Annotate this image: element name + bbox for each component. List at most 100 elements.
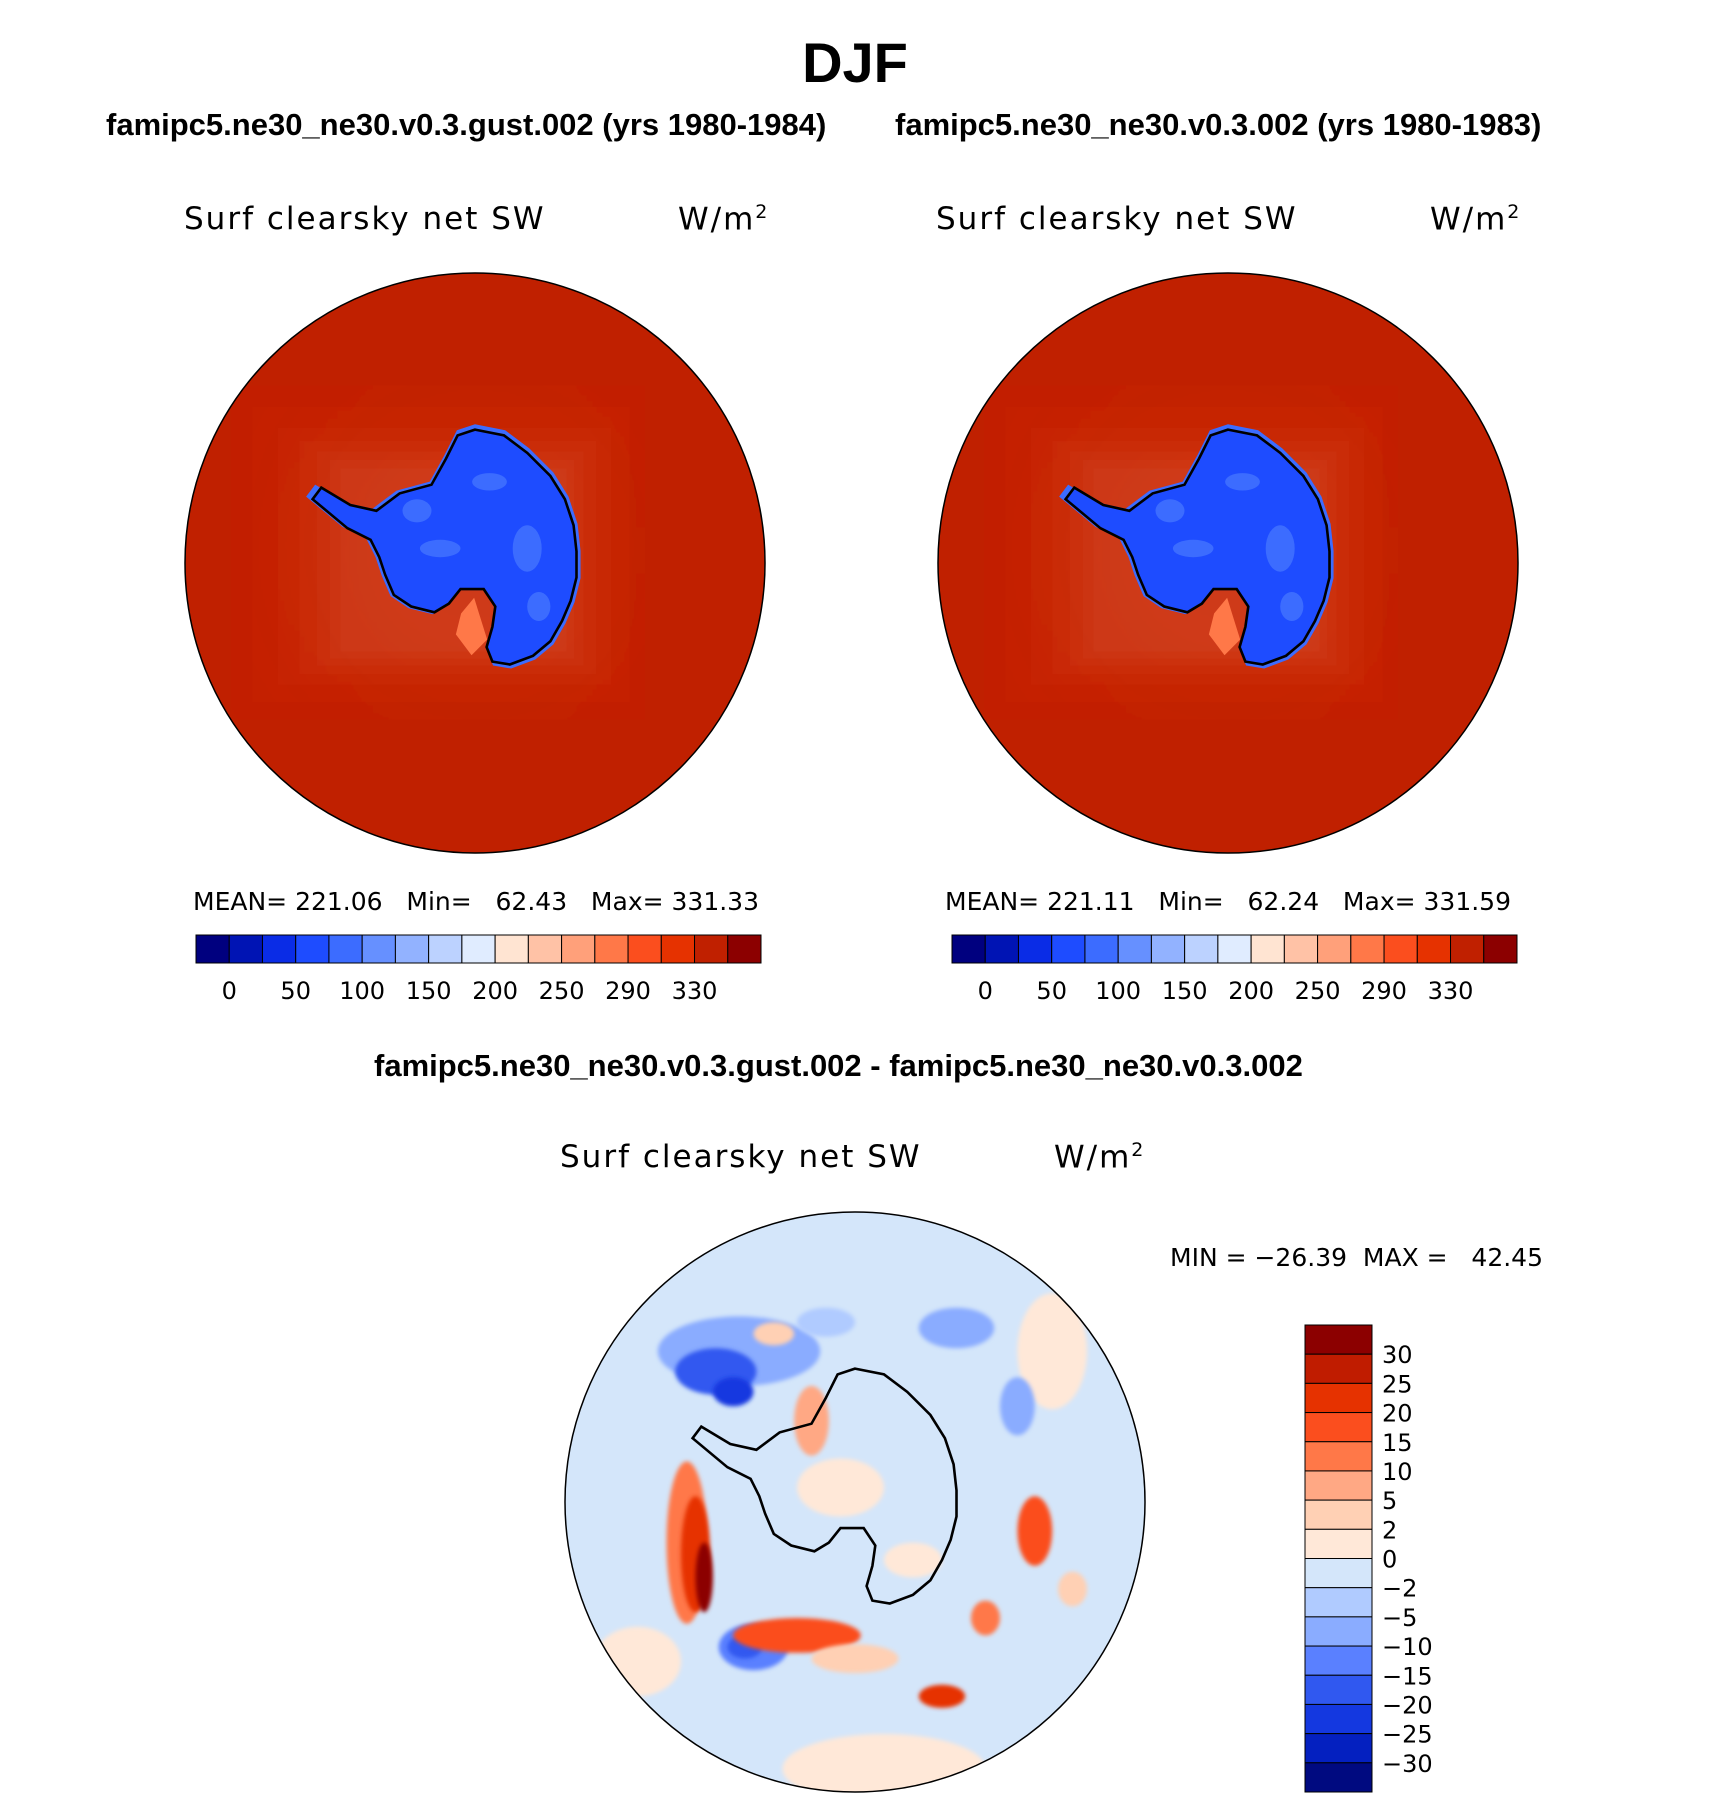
panel3-colorbar-tick-label: 10 — [1382, 1458, 1413, 1486]
panel3-colorbar-swatch — [1304, 1645, 1373, 1676]
panel1-colorbar-swatch — [594, 934, 629, 964]
panel3-anomaly-5 — [712, 1377, 754, 1407]
panel2-colorbar-tick-label: 100 — [1095, 977, 1141, 1005]
panel2-colorbar-tick-label: 250 — [1295, 977, 1341, 1005]
panel3-colorbar-swatch — [1304, 1324, 1373, 1355]
panel2-colorbar-swatch — [1383, 934, 1418, 964]
panel3-colorbar-swatch — [1304, 1616, 1373, 1647]
panel3-colorbar-tick-label: 30 — [1382, 1341, 1413, 1369]
panel3-colorbar-swatch — [1304, 1703, 1373, 1735]
panel2-colorbar-swatch — [1483, 934, 1518, 964]
panel1-colorbar-swatch — [394, 934, 430, 964]
panel3-colorbar-swatch — [1304, 1499, 1373, 1530]
panel3-colorbar-tick-label: 20 — [1382, 1400, 1413, 1428]
panel3-anomaly-2 — [594, 1626, 681, 1697]
panel2-colorbar-tick-label: 0 — [978, 977, 993, 1005]
panel2-plateau-3 — [1280, 592, 1304, 621]
panel2-colorbar-tick-label: 330 — [1428, 977, 1474, 1005]
panel1-stats: MEAN= 221.06 Min= 62.43 Max= 331.33 — [193, 887, 759, 916]
panel1-colorbar-swatch — [561, 934, 596, 964]
difference-title: famipc5.ne30_ne30.v0.3.gust.002 - famipc… — [374, 1048, 1303, 1083]
panel1-colorbar-swatch — [694, 934, 729, 964]
panel3-colorbar-swatch — [1304, 1528, 1373, 1559]
panel1-colorbar-swatch — [660, 934, 696, 964]
panel2-colorbar-tick-label: 150 — [1162, 977, 1208, 1005]
panel3-colorbar-tick-label: −30 — [1382, 1750, 1433, 1778]
panel1-colorbar-swatch — [195, 934, 230, 964]
panel1-colorbar-swatch — [361, 934, 396, 964]
panel3-colorbar-tick-label: 25 — [1382, 1370, 1413, 1398]
panel3-colorbar-swatch — [1304, 1674, 1373, 1705]
panel1-colorbar-swatch — [527, 934, 563, 964]
panel1-colorbar-swatch — [328, 934, 363, 964]
panel1-colorbar-swatch — [461, 934, 496, 964]
panel1-colorbar-swatch — [727, 934, 762, 964]
panel3-colorbar-tick-label: 2 — [1382, 1516, 1397, 1544]
panel3-colorbar-tick-label: 15 — [1382, 1429, 1413, 1457]
panel3-anomaly-22 — [753, 1322, 795, 1346]
panel3-anomaly-8 — [1000, 1377, 1035, 1436]
panel1-colorbar-tick-label: 250 — [539, 977, 585, 1005]
panel2-plateau-0 — [1225, 473, 1260, 491]
panel3-anomaly-17 — [1017, 1496, 1053, 1566]
panel3-anomaly-14 — [733, 1618, 861, 1653]
panel2-variable: Surf clearsky net SW — [936, 201, 1298, 237]
figure-title: DJF — [802, 31, 908, 94]
panel2-colorbar-swatch — [1084, 934, 1119, 964]
panel2-colorbar-swatch — [1416, 934, 1452, 964]
panel1-colorbar: 0 50 100 150 200 250 290 330 — [195, 934, 762, 1005]
panel2-stats: MEAN= 221.11 Min= 62.24 Max= 331.59 — [945, 887, 1511, 916]
panel3-colorbar-tick-label: −25 — [1382, 1721, 1433, 1749]
panel1-map — [184, 272, 766, 854]
panel3-colorbar-tick-label: −10 — [1382, 1633, 1433, 1661]
panel2-colorbar-swatch — [1350, 934, 1385, 964]
panel3-anomaly-16 — [918, 1684, 966, 1708]
panel3-colorbar-tick-label: −2 — [1382, 1575, 1417, 1603]
panel3-anomaly-19 — [794, 1386, 829, 1456]
panel3-anomaly-7 — [918, 1307, 995, 1349]
panel2-plateau-4 — [1155, 499, 1185, 523]
panel3-colorbar-tick-label: 5 — [1382, 1487, 1397, 1515]
panel3-colorbar-swatch — [1304, 1762, 1373, 1793]
panel2-colorbar-swatch — [1017, 934, 1053, 964]
panel1-colorbar-swatch — [627, 934, 662, 964]
control-case-title: famipc5.ne30_ne30.v0.3.002 (yrs 1980-198… — [895, 107, 1542, 142]
panel3-colorbar-swatch — [1304, 1382, 1373, 1414]
panel3-colorbar-swatch — [1304, 1470, 1373, 1501]
panel3-map-border — [564, 1211, 1146, 1793]
panel2-map — [937, 272, 1519, 854]
panel3-colorbar-swatch — [1304, 1733, 1373, 1764]
panel2-plateau-2 — [1172, 539, 1214, 558]
panel1-plateau-4 — [402, 499, 432, 523]
panel1-colorbar-tick-label: 330 — [672, 977, 718, 1005]
panel3-colorbar-tick-label: −15 — [1382, 1662, 1433, 1690]
panel3-anomaly-13 — [695, 1542, 713, 1613]
panel2-colorbar-tick-label: 290 — [1361, 977, 1407, 1005]
panel2-colorbar: 0 50 100 150 200 250 290 330 — [951, 934, 1518, 1005]
panel1-colorbar-tick-label: 290 — [605, 977, 651, 1005]
panel3-stats: MIN = −26.39 MAX = 42.45 — [1170, 1243, 1543, 1272]
panel1-colorbar-tick-label: 150 — [406, 977, 452, 1005]
panel3-colorbar-swatch — [1304, 1558, 1373, 1589]
panel1-colorbar-tick-label: 0 — [222, 977, 237, 1005]
panel2-colorbar-tick-label: 200 — [1228, 977, 1274, 1005]
panel2-colorbar-tick-label: 50 — [1036, 977, 1067, 1005]
panel1-colorbar-swatch — [494, 934, 529, 964]
panel1-colorbar-swatch — [428, 934, 463, 964]
panel1-units: W/m2 — [678, 201, 770, 238]
panel3-anomaly-21 — [884, 1542, 942, 1578]
panel1-colorbar-swatch — [261, 934, 297, 964]
panel2-colorbar-swatch — [1051, 934, 1086, 964]
panel3-anomaly-20 — [797, 1458, 884, 1517]
panel1-plateau-1 — [512, 525, 542, 572]
panel2-colorbar-swatch — [984, 934, 1019, 964]
panel1-colorbar-swatch — [228, 934, 263, 964]
panel3-anomaly-15 — [811, 1644, 899, 1674]
panel3-colorbar-swatch — [1304, 1587, 1373, 1618]
panel1-colorbar-swatch — [295, 934, 330, 964]
panel2-plateau-1 — [1265, 525, 1295, 572]
panel1-plateau-0 — [472, 473, 507, 491]
panel3-colorbar-swatch — [1304, 1353, 1373, 1384]
panel2-colorbar-swatch — [1450, 934, 1485, 964]
